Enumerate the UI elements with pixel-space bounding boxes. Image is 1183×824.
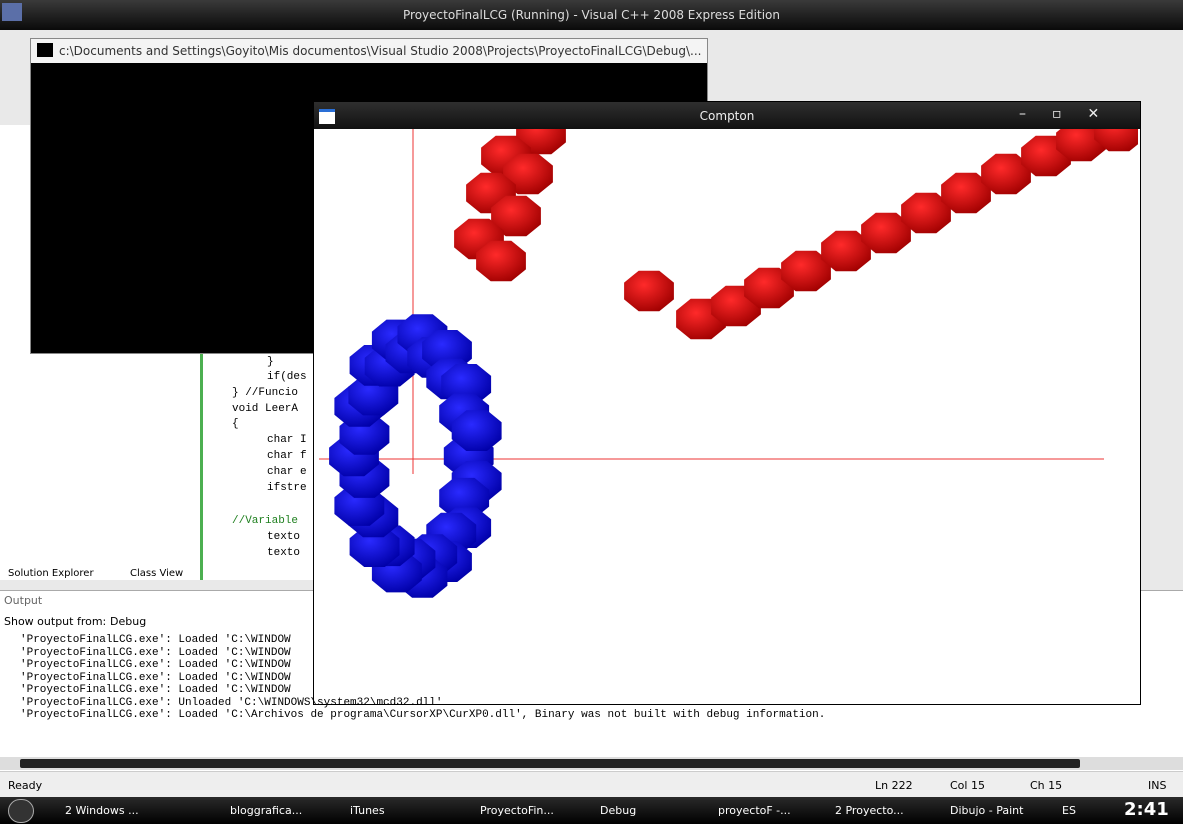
compton-window: Compton –▫✕	[313, 101, 1141, 705]
code-line: //Variable	[232, 515, 299, 527]
clock: 2:41	[1124, 799, 1169, 820]
code-line: char f	[267, 450, 307, 462]
code-line: char I	[267, 434, 307, 446]
compton-title-bar: Compton –▫✕	[314, 102, 1140, 129]
taskbar-item[interactable]: proyectoF -...	[718, 804, 791, 817]
window-controls[interactable]: –▫✕	[1019, 106, 1126, 122]
console-icon	[37, 43, 53, 57]
output-line: 'ProyectoFinalLCG.exe': Loaded 'C:\WINDO…	[20, 671, 291, 684]
sphere	[861, 212, 911, 254]
app-icon	[2, 3, 22, 21]
taskbar-item[interactable]: 2 Windows ...	[65, 804, 139, 817]
console-title-bar: c:\Documents and Settings\Goyito\Mis doc…	[31, 39, 707, 63]
taskbar-item[interactable]: bloggrafica...	[230, 804, 303, 817]
taskbar-item[interactable]: iTunes	[350, 804, 385, 817]
sphere	[503, 153, 553, 195]
taskbar-item[interactable]: Debug	[600, 804, 637, 817]
sphere	[941, 172, 991, 214]
status-item: Ready	[8, 779, 43, 792]
compton-title: Compton	[699, 109, 755, 123]
code-editor	[200, 340, 323, 580]
output-line: 'ProyectoFinalLCG.exe': Loaded 'C:\Archi…	[20, 709, 826, 721]
taskbar: 2 Windows ... bloggrafica... iTunes Proyect…	[0, 797, 1183, 824]
scroll-thumb[interactable]	[20, 759, 1080, 768]
taskbar-item[interactable]: Dibujo - Paint	[950, 804, 1024, 817]
output-show-label: Show output from:	[4, 615, 107, 628]
output-line: 'ProyectoFinalLCG.exe': Loaded 'C:\WINDO…	[20, 684, 291, 696]
status-item: Col 15	[950, 779, 985, 792]
sphere	[821, 230, 871, 272]
status-item: Ln 222	[875, 779, 913, 792]
output-line: 'ProyectoFinalLCG.exe': Loaded 'C:\WINDO…	[20, 659, 291, 671]
title-bar: ProyectoFinalLCG (Running) - Visual C++ …	[0, 0, 1183, 30]
code-line: texto	[267, 531, 301, 543]
code-line: texto	[267, 547, 301, 559]
taskbar-item[interactable]: ProyectoFin...	[480, 804, 554, 817]
output-line: 'ProyectoFinalLCG.exe': Unloaded 'C:\WIN…	[20, 696, 443, 709]
output-line: 'ProyectoFinalLCG.exe': Loaded 'C:\WINDO…	[20, 646, 291, 659]
taskbar-item[interactable]: 2 Proyecto...	[835, 804, 904, 817]
code-line: } //Funcio	[232, 387, 299, 399]
sphere	[981, 153, 1031, 195]
output-line: 'ProyectoFinalLCG.exe': Loaded 'C:\WINDO…	[20, 634, 291, 646]
code-line: }	[267, 356, 274, 368]
scene	[319, 129, 1138, 598]
status-item: INS	[1148, 779, 1167, 792]
sphere	[781, 250, 831, 292]
panel-tab[interactable]: Solution Explorer	[8, 568, 94, 579]
language: ES	[1062, 804, 1076, 817]
output-source[interactable]: Debug	[110, 615, 147, 628]
start-button[interactable]	[8, 799, 34, 823]
panel-tab[interactable]: Class View	[130, 568, 184, 579]
status-item: Ch 15	[1030, 779, 1063, 792]
sphere	[476, 240, 526, 282]
code-line: if(des	[267, 371, 307, 383]
h-scrollbar[interactable]	[0, 757, 1183, 770]
code-line: char e	[267, 466, 307, 478]
sphere	[451, 410, 502, 451]
sphere	[1056, 129, 1106, 162]
status-bar: Ready Ln 222 Col 15 Ch 15 INS	[0, 771, 1183, 798]
code-line: void LeerA	[232, 403, 299, 415]
console-title: c:\Documents and Settings\Goyito\Mis doc…	[59, 44, 702, 58]
code-line: {	[232, 418, 239, 430]
sphere	[1094, 129, 1138, 152]
sphere	[491, 195, 541, 237]
sphere	[624, 270, 674, 312]
code-line: ifstre	[267, 482, 307, 494]
output-title: Output	[4, 594, 43, 607]
window-title: ProyectoFinalLCG (Running) - Visual C++ …	[403, 8, 780, 22]
sphere	[901, 192, 951, 234]
compton-icon	[319, 109, 335, 124]
